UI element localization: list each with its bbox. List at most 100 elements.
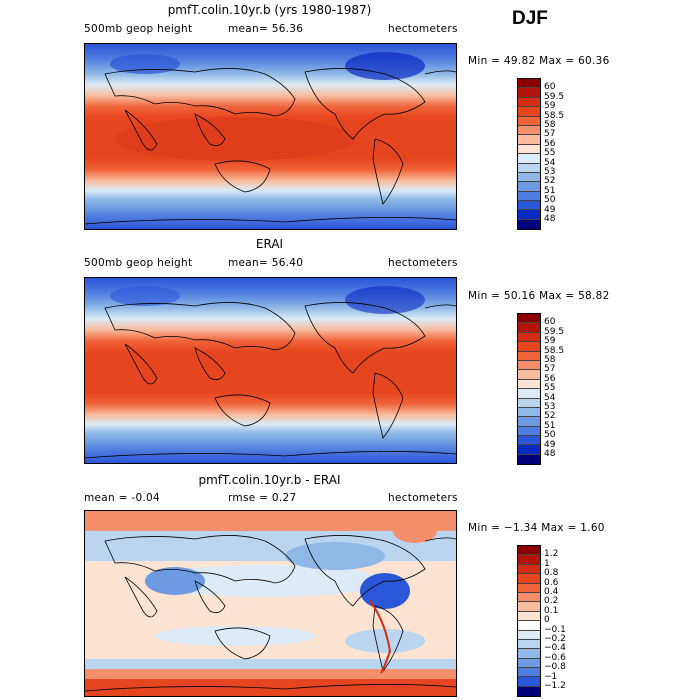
colorbar-box [518, 445, 540, 455]
colorbar-box [518, 398, 540, 408]
colorbar-box [518, 210, 540, 220]
panel-3-title: pmfT.colin.10yr.b - ERAI [198, 473, 341, 487]
colorbar-tick-label: 0.1 [544, 605, 559, 616]
colorbar-box [518, 97, 540, 108]
panel-2-mean: mean= 56.40 [228, 257, 304, 269]
colorbar-box [518, 677, 540, 687]
colorbar-box [518, 639, 540, 650]
colorbar-box [518, 163, 540, 173]
colorbar-tick-label: 52 [544, 411, 556, 422]
panel-3-units: hectometers [388, 492, 458, 504]
colorbar-tick-label: 0.6 [544, 577, 559, 588]
panel-3-minmax: Min = −1.34 Max = 1.60 [468, 522, 605, 534]
colorbar-tick-label: −1.2 [544, 681, 566, 691]
colorbar-box [518, 686, 540, 697]
colorbar-tick-label: 1 [544, 558, 550, 569]
colorbar-box [518, 426, 540, 437]
colorbar-box [518, 621, 540, 631]
colorbar-box [518, 182, 540, 192]
colorbar-box [518, 583, 540, 593]
colorbar-box [518, 219, 540, 230]
colorbar-tick-label: 57 [544, 129, 556, 140]
colorbar-tick-label: 51 [544, 420, 556, 431]
colorbar-tick-label: 50 [544, 195, 556, 206]
coastlines [85, 68, 456, 225]
panel-2-units: hectometers [388, 257, 458, 269]
panel-2-title: ERAI [255, 237, 284, 251]
colorbar-box [518, 323, 540, 333]
colorbar-box [518, 555, 540, 565]
colorbar-tick-label: 54 [544, 392, 556, 403]
colorbar-box [518, 564, 540, 575]
colorbar-box [518, 360, 540, 371]
panel-3-rmse: rmse = 0.27 [228, 492, 297, 504]
colorbar-box [518, 436, 540, 446]
panel-1-map [84, 43, 457, 230]
colorbar-box [518, 191, 540, 202]
panel-3-mean: mean = -0.04 [84, 492, 161, 504]
panel-1-minmax: Min = 49.82 Max = 60.36 [468, 55, 610, 67]
coastlines [85, 535, 456, 692]
colorbar-box [518, 172, 540, 183]
colorbar-box [518, 135, 540, 145]
colorbar-tick-label: 60 [544, 317, 556, 328]
colorbar-box [518, 79, 540, 89]
colorbar-tick-label: 50 [544, 430, 556, 441]
colorbar-box [518, 574, 540, 584]
colorbar-tick-label: 53 [544, 402, 556, 412]
colorbar-box [518, 611, 540, 622]
colorbar-tick-label: −0.1 [544, 624, 566, 635]
colorbar-tick-label: 51 [544, 185, 556, 196]
panel-1-title: pmfT.colin.10yr.b (yrs 1980-1987) [167, 3, 372, 17]
colorbar-box [518, 370, 540, 380]
panel-2-colorbar [517, 313, 541, 466]
colorbar-box [518, 407, 540, 418]
season-label: DJF [512, 8, 548, 29]
colorbar-box [518, 342, 540, 352]
colorbar-tick-label: 1.2 [544, 549, 559, 560]
colorbar-tick-label: 54 [544, 157, 556, 168]
andes-anomaly [369, 600, 392, 674]
colorbar-tick-label: 58 [544, 355, 556, 365]
panel-2-minmax: Min = 50.16 Max = 58.82 [468, 290, 610, 302]
colorbar-tick-label: 59.5 [544, 326, 565, 337]
colorbar-box [518, 116, 540, 126]
colorbar-tick-label: 0.4 [544, 587, 559, 597]
colorbar-tick-label: 48 [544, 214, 556, 224]
colorbar-box [518, 332, 540, 343]
colorbar-tick-label: 59.5 [544, 91, 565, 102]
colorbar-box [518, 649, 540, 659]
colorbar-box [518, 351, 540, 361]
colorbar-tick-label: 56 [544, 373, 556, 384]
colorbar-box [518, 658, 540, 669]
colorbar-tick-label: −0.6 [544, 652, 566, 663]
colorbar-box [518, 201, 540, 211]
colorbar-tick-label: 55 [544, 148, 556, 159]
panel-3-map [84, 510, 457, 697]
colorbar-tick-label: 53 [544, 167, 556, 177]
colorbar-box [518, 154, 540, 164]
colorbar-box [518, 668, 540, 678]
panel-1-mean: mean= 56.36 [228, 23, 304, 35]
colorbar-tick-label: 59 [544, 336, 556, 347]
colorbar-tick-label: −1 [544, 671, 558, 682]
colorbar-tick-label: 49 [544, 439, 556, 450]
colorbar-tick-label: 56 [544, 138, 556, 149]
panel-2-left-label: 500mb geop height [84, 257, 193, 269]
colorbar-box [518, 592, 540, 603]
panel-1-colorbar [517, 78, 541, 231]
colorbar-box [518, 389, 540, 399]
colorbar-tick-label: 59 [544, 101, 556, 112]
colorbar-tick-label: 0.2 [544, 596, 559, 607]
colorbar-tick-label: 58.5 [544, 110, 565, 121]
colorbar-tick-label: 60 [544, 82, 556, 93]
colorbar-box [518, 630, 540, 640]
colorbar-tick-label: −0.8 [544, 662, 566, 673]
colorbar-tick-label: 48 [544, 449, 556, 459]
colorbar-box [518, 546, 540, 556]
colorbar-box [518, 125, 540, 136]
colorbar-box [518, 144, 540, 155]
colorbar-tick-label: 52 [544, 176, 556, 187]
colorbar-box [518, 107, 540, 117]
colorbar-box [518, 417, 540, 427]
